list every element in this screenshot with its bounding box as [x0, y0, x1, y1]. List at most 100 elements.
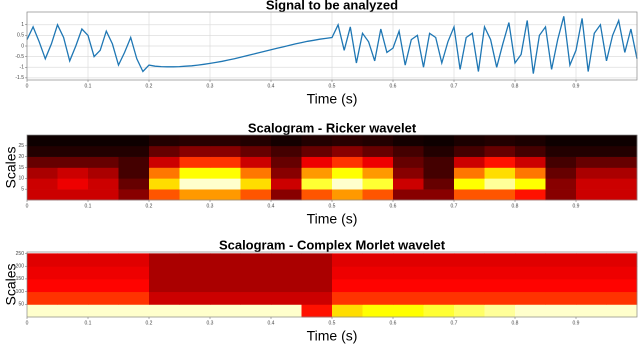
x-tick-label: 0.4 — [268, 320, 275, 326]
heatmap-cell — [454, 291, 485, 305]
heatmap-cell — [210, 135, 241, 147]
heatmap-cell — [210, 178, 241, 190]
heatmap-cell — [393, 266, 424, 280]
heatmap-cell — [423, 145, 455, 157]
heatmap-cell — [88, 178, 119, 190]
heatmap-cell — [88, 167, 119, 179]
heatmap-cell — [88, 253, 119, 267]
heatmap-cell — [301, 178, 333, 190]
heatmap-cell — [332, 304, 363, 318]
heatmap-cell — [240, 253, 272, 267]
heatmap-cell — [57, 253, 89, 267]
heatmap-cell — [179, 291, 211, 305]
heatmap-cell — [149, 304, 180, 318]
x-tick-label: 0.5 — [329, 203, 336, 209]
x-tick-label: 0.7 — [451, 83, 458, 89]
heatmap-cell — [606, 156, 638, 168]
heatmap-cell — [484, 189, 516, 201]
heatmap-cell — [484, 278, 516, 293]
y-tick-label: 0 — [21, 43, 24, 49]
heatmap-cell — [576, 189, 607, 201]
x-axis-label: Time (s) — [307, 328, 358, 344]
heatmap-cell — [484, 304, 516, 318]
heatmap-cell — [301, 253, 333, 267]
heatmap-cell — [149, 145, 180, 157]
x-tick-label: 0.8 — [512, 203, 519, 209]
heatmap-cell — [515, 189, 546, 201]
heatmap-cell — [606, 266, 638, 280]
heatmap-cell — [27, 167, 58, 179]
heatmap-cell — [423, 135, 455, 147]
heatmap-cell — [240, 167, 272, 179]
heatmap-cell — [576, 278, 607, 293]
heatmap-cell — [118, 266, 150, 280]
heatmap-cell — [545, 291, 577, 305]
heatmap-cell — [118, 291, 150, 305]
heatmap-cell — [179, 278, 211, 293]
heatmap-cell — [271, 178, 302, 190]
heatmap-cell — [484, 145, 516, 157]
heatmap-cell — [149, 291, 180, 305]
heatmap-cell — [423, 167, 455, 179]
heatmap-cell — [210, 278, 241, 293]
heatmap-cell — [454, 178, 485, 190]
signal-line — [26, 16, 638, 74]
heatmap-cell — [606, 178, 638, 190]
heatmap-cell — [118, 167, 150, 179]
heatmap-cell — [484, 253, 516, 267]
y-tick-label: 100 — [16, 289, 25, 295]
heatmap-cell — [240, 189, 272, 201]
heatmap-cell — [545, 266, 577, 280]
heatmap-cell — [576, 291, 607, 305]
heatmap-cell — [454, 278, 485, 293]
heatmap-cell — [606, 189, 638, 201]
heatmap-cell — [515, 266, 546, 280]
y-tick-label: 5 — [21, 186, 24, 192]
heatmap-cell — [423, 189, 455, 201]
heatmap-cell — [423, 291, 455, 305]
heatmap-cell — [301, 135, 333, 147]
x-tick-label: 0.1 — [85, 320, 92, 326]
heatmap-cell — [515, 253, 546, 267]
heatmap-cell — [606, 135, 638, 147]
heatmap-cell — [454, 304, 485, 318]
x-tick-label: 0.7 — [451, 320, 458, 326]
x-tick-label: 0.2 — [146, 203, 153, 209]
x-tick-label: 0 — [26, 320, 29, 326]
x-tick-label: 0 — [26, 83, 29, 89]
heatmap-cell — [393, 304, 424, 318]
heatmap-cell — [57, 156, 89, 168]
heatmap-cell — [27, 135, 58, 147]
heatmap-cell — [576, 178, 607, 190]
heatmap-cell — [118, 145, 150, 157]
x-tick-label: 0.9 — [573, 83, 580, 89]
heatmap-cell — [393, 167, 424, 179]
heatmap-cell — [332, 266, 363, 280]
heatmap-cell — [515, 304, 546, 318]
heatmap-cell — [515, 278, 546, 293]
heatmap-cell — [362, 291, 394, 305]
heatmap-cell — [332, 156, 363, 168]
heatmap-cell — [454, 145, 485, 157]
heatmap-cell — [576, 266, 607, 280]
heatmap-cell — [57, 167, 89, 179]
y-tick-label: 50 — [18, 302, 24, 308]
heatmap-cell — [423, 304, 455, 318]
heatmap-cell — [179, 135, 211, 147]
heatmap-cell — [362, 135, 394, 147]
heatmap-cell — [484, 156, 516, 168]
heatmap-cell — [57, 135, 89, 147]
heatmap-cell — [57, 266, 89, 280]
heatmap-cell — [57, 278, 89, 293]
heatmap-cell — [57, 291, 89, 305]
heatmap-cell — [240, 304, 272, 318]
chart-title: Scalogram - Ricker wavelet — [248, 120, 417, 135]
heatmap-cell — [27, 278, 58, 293]
y-tick-label: -1.5 — [15, 75, 24, 81]
y-axis-label: Scales — [3, 263, 19, 305]
heatmap-cell — [240, 156, 272, 168]
heatmap-cell — [149, 253, 180, 267]
y-axis-label: Scales — [3, 146, 19, 188]
heatmap-cell — [301, 266, 333, 280]
heatmap-cell — [271, 167, 302, 179]
